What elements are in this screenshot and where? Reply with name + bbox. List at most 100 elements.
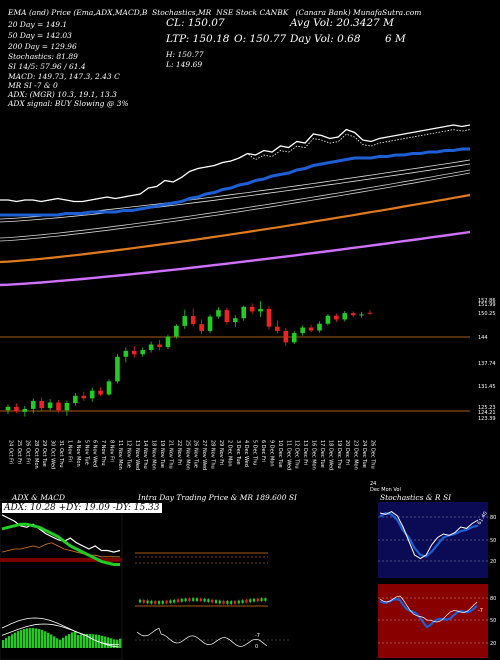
header-line1: EMA (and) Price (Ema,ADX,MACD,B Stochast… [8, 8, 421, 17]
last-date-label: 24 [370, 481, 376, 487]
date-tick-label: 2 Dec Mon [226, 440, 232, 467]
intraday-candle [188, 598, 191, 602]
stochastics-title: Stochastics & R SI [380, 493, 452, 502]
stoch-label-50: 50 [490, 538, 496, 544]
date-tick-label: 20 Dec Fri [344, 440, 350, 465]
price-tick-label: 151.99 [478, 302, 496, 308]
date-tick-label: 8 Nov Fri [109, 440, 115, 462]
candle-body [207, 316, 213, 331]
intraday-title: Intra Day Trading Price & MR 189.600 SI [138, 493, 297, 502]
candle-body [275, 326, 280, 331]
macd-bar [65, 635, 68, 648]
macd-bar [11, 634, 14, 648]
candle-body [30, 400, 36, 409]
candle-body [199, 324, 204, 331]
macd-bar [32, 628, 35, 648]
intraday-candle [211, 599, 214, 603]
macd-bar [119, 638, 122, 648]
ema100-line-outer [0, 169, 471, 239]
date-tick-label: 13 Nov Wed [134, 440, 140, 470]
day-volume-unit: 6 M [385, 33, 406, 45]
last-date-sub: Dec Mon Vol [370, 487, 401, 493]
day-volume: Day Vol: 0.68 [290, 33, 361, 45]
candle-body [233, 318, 238, 323]
date-tick-label: 7 Nov Thu [100, 440, 106, 466]
adx-values: ADX: 10.28 +DY: 19.09 -DY: 15.33 [2, 503, 162, 513]
candle-body [89, 390, 95, 399]
price-tick-label: 144 [478, 335, 488, 341]
mr-value: -7 [478, 608, 483, 614]
macd-bar [38, 629, 41, 648]
price-tick-label: 137.74 [478, 361, 496, 367]
candle-body [266, 308, 272, 327]
candle-body [106, 381, 112, 395]
mr-text: MR SI -7 & 0 [8, 81, 58, 90]
date-tick-label: 24 Dec Tue [361, 440, 367, 468]
adx-macd-chart [0, 499, 123, 660]
date-tick-label: 22 Nov Fri [176, 440, 182, 465]
candle-body [216, 310, 221, 317]
candle-body [291, 333, 297, 343]
candle-body [308, 327, 314, 331]
stoch-k-line [379, 511, 479, 560]
candle-body [157, 344, 162, 348]
ltp-price: LTP: 150.18 [166, 33, 230, 45]
intraday-candle [195, 598, 199, 601]
intraday-candle [233, 600, 237, 604]
mr-label-20: 20 [490, 641, 496, 647]
candle-body [165, 336, 171, 348]
ema50-line-inner [0, 163, 471, 223]
intraday-candle [146, 600, 149, 604]
intraday-candle [169, 600, 172, 604]
date-tick-label: 12 Nov Tue [125, 440, 131, 468]
header-indicators: (Ema,ADX,MACD,B [73, 8, 148, 17]
macd-bar [77, 634, 80, 648]
ema20-line [0, 147, 470, 217]
macd-bar [83, 634, 86, 648]
candle-body [39, 400, 44, 409]
intraday-candle [154, 601, 157, 604]
candle-body [283, 330, 289, 343]
adx-text: ADX: (MGR) 10.3, 19.1, 13.3 [8, 90, 117, 99]
mr-line-signal [379, 595, 478, 623]
date-tick-label: 13 Dec Fri [302, 440, 308, 465]
date-tick-label: 25 Oct Fri [16, 440, 22, 464]
adx-minus-di-line [1, 542, 120, 558]
macd-text: MACD: 149.73, 147.3, 2.43 C [8, 72, 120, 81]
date-tick-label: 19 Nov Tue [159, 440, 165, 468]
date-tick-label: 5 Dec Thu [252, 440, 258, 465]
price-tick-labels: 152.86151.99150.25144137.74131.45125.231… [478, 298, 496, 422]
date-tick-label: 31 Oct Thu [58, 440, 64, 468]
candle-body [174, 325, 179, 337]
date-tick-label: 24 Oct Fri [8, 440, 14, 464]
intraday-mr-zero: 0 [255, 644, 258, 650]
date-tick-label: 23 Dec Mon [353, 440, 359, 470]
intraday-candle [218, 600, 221, 604]
intraday-candle [161, 600, 164, 604]
candle-body [334, 315, 339, 320]
intraday-candle [245, 599, 248, 603]
date-tick-label: 18 Nov Mon [151, 440, 157, 470]
intraday-candles [138, 597, 267, 605]
macd-bar [50, 634, 53, 648]
date-tick-label: 4 Nov Mon [75, 440, 81, 467]
macd-bar [62, 637, 65, 648]
candle-body [131, 350, 137, 355]
macd-bar [35, 628, 38, 648]
candle-body [73, 395, 78, 403]
date-tick-label: 29 Oct Tue [41, 440, 47, 467]
candle-body [325, 315, 331, 324]
intraday-candle [142, 600, 145, 603]
date-tick-label: 17 Dec Tue [319, 440, 325, 468]
intraday-candle [249, 599, 252, 603]
intraday-candle [157, 601, 161, 604]
intraday-candle [256, 598, 259, 602]
macd-bar [68, 633, 71, 648]
intraday-chart: -7 0 [135, 552, 290, 650]
intraday-candle [180, 598, 183, 602]
candle-body [64, 402, 70, 411]
intraday-candle [203, 598, 206, 602]
macd-bar [95, 634, 98, 648]
date-tick-label: 29 Nov Fri [218, 440, 224, 465]
